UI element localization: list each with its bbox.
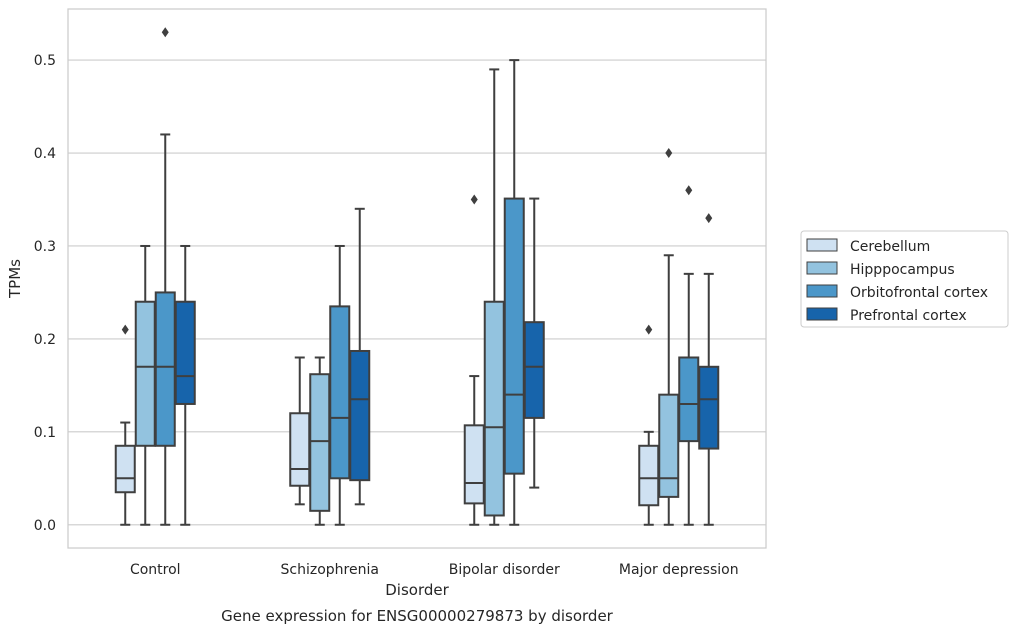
box bbox=[638, 444, 660, 507]
box-group bbox=[463, 194, 485, 526]
legend: Cerebellum Hipppocampus Orbitofrontal cort… bbox=[800, 230, 1009, 328]
legend-label: Prefrontal cortex bbox=[850, 308, 967, 324]
box-group bbox=[289, 356, 311, 506]
box bbox=[134, 300, 156, 447]
box bbox=[483, 300, 505, 517]
legend-swatch bbox=[806, 238, 838, 252]
box-group bbox=[483, 68, 505, 526]
x-tick-label: Schizophrenia bbox=[281, 562, 379, 578]
x-tick-label: Bipolar disorder bbox=[449, 562, 560, 578]
box-group bbox=[349, 207, 371, 506]
box bbox=[289, 412, 311, 487]
y-tick-label: 0.4 bbox=[34, 146, 56, 162]
y-tick-label: 0.1 bbox=[34, 425, 56, 441]
outlier-point bbox=[121, 324, 129, 335]
box bbox=[523, 321, 545, 419]
box-group bbox=[638, 324, 660, 526]
box bbox=[503, 197, 525, 475]
y-axis-label: TPMs bbox=[6, 259, 24, 299]
box-group bbox=[174, 244, 196, 526]
outlier-point bbox=[705, 213, 713, 224]
box bbox=[678, 356, 700, 443]
box-group bbox=[329, 244, 351, 526]
legend-swatch bbox=[806, 307, 838, 321]
y-tick-labels: 0.0 0.1 0.2 0.3 0.4 0.5 bbox=[34, 53, 56, 534]
box bbox=[309, 373, 331, 512]
legend-label: Hipppocampus bbox=[850, 262, 955, 278]
outlier-point bbox=[685, 185, 693, 196]
legend-label: Cerebellum bbox=[850, 239, 930, 255]
box bbox=[154, 291, 176, 447]
box-group bbox=[523, 197, 545, 489]
x-tick-label: Control bbox=[130, 562, 181, 578]
outlier-point bbox=[470, 194, 478, 205]
x-axis-label: Disorder bbox=[385, 581, 449, 599]
box bbox=[329, 305, 351, 480]
box bbox=[114, 444, 136, 494]
box bbox=[174, 300, 196, 405]
box-group bbox=[154, 27, 176, 526]
box-group bbox=[678, 185, 700, 526]
box bbox=[463, 424, 485, 505]
legend-swatch bbox=[806, 261, 838, 275]
x-tick-labels: Control Schizophrenia Bipolar disorder Majo… bbox=[130, 562, 739, 578]
box bbox=[349, 349, 371, 482]
legend-label: Orbitofrontal cortex bbox=[850, 285, 988, 301]
outlier-point bbox=[161, 27, 169, 38]
plot-frame bbox=[67, 8, 767, 549]
y-tick-label: 0.0 bbox=[34, 518, 56, 534]
boxes bbox=[114, 27, 720, 526]
x-tick-label: Major depression bbox=[619, 562, 739, 578]
box-group bbox=[309, 356, 331, 526]
box-group bbox=[698, 213, 720, 526]
box bbox=[698, 365, 720, 450]
box-group bbox=[658, 148, 680, 526]
box bbox=[658, 393, 680, 498]
box-group bbox=[134, 244, 156, 526]
figure-caption: Gene expression for ENSG00000279873 by d… bbox=[221, 607, 614, 625]
y-tick-label: 0.5 bbox=[34, 53, 56, 69]
y-tick-label: 0.3 bbox=[34, 239, 56, 255]
legend-swatch bbox=[806, 284, 838, 298]
box-group bbox=[503, 59, 525, 526]
box-group bbox=[114, 324, 136, 526]
outlier-point bbox=[645, 324, 653, 335]
legend-frame bbox=[800, 230, 1009, 328]
outlier-point bbox=[665, 148, 673, 159]
y-tick-label: 0.2 bbox=[34, 332, 56, 348]
